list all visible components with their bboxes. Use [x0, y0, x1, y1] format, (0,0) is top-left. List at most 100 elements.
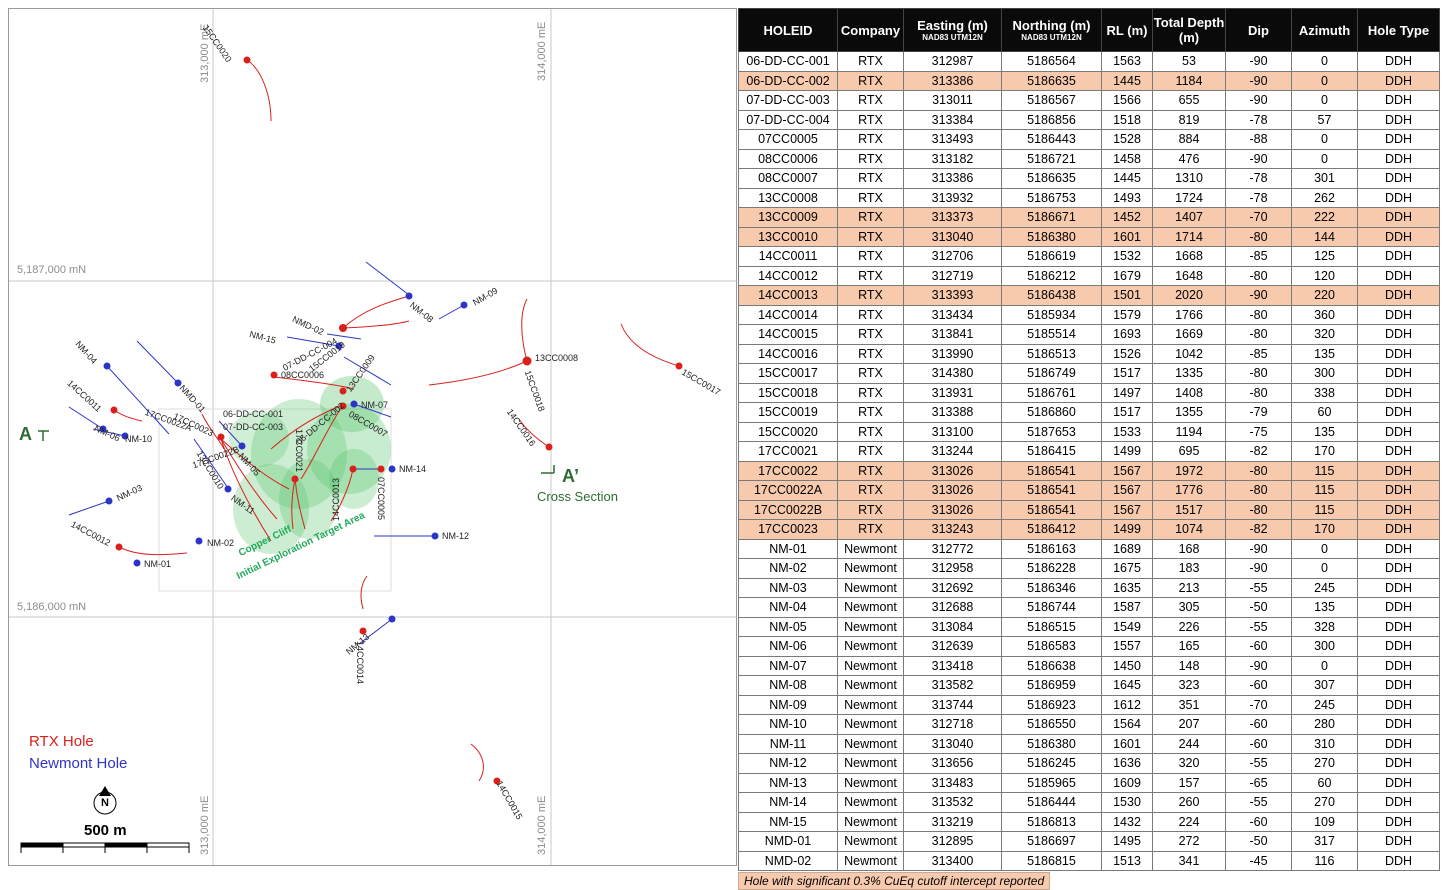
table-cell: 313100 [903, 421, 1002, 442]
table-cell: 1493 [1101, 187, 1153, 208]
table-cell: 115 [1291, 460, 1358, 481]
table-cell: -55 [1225, 753, 1292, 774]
table-cell: 312719 [903, 265, 1002, 286]
table-row: NM-02 Newmont 312958 5186228 1675 183 -90 0 DDH [738, 558, 1440, 579]
table-cell: 109 [1291, 811, 1358, 832]
table-cell: Newmont [837, 772, 904, 793]
table-cell: 5186564 [1001, 51, 1102, 72]
table-row: 15CC0019 RTX 313388 5186860 1517 1355 -79 60 DDH [738, 402, 1440, 423]
table-cell: 884 [1152, 129, 1226, 150]
table-cell: 1310 [1152, 168, 1226, 189]
table-cell: 115 [1291, 480, 1358, 501]
column-header-label: RL (m) [1106, 22, 1148, 38]
table-cell: 313418 [903, 655, 1002, 676]
table-cell: RTX [837, 402, 904, 423]
table-cell: 317 [1291, 831, 1358, 852]
trace-08cc0006 [273, 376, 355, 390]
table-cell: 07-DD-CC-003 [738, 90, 838, 111]
collar-nm-07 [350, 400, 358, 408]
table-cell: Newmont [837, 636, 904, 657]
collar-nm-05 [238, 442, 246, 450]
table-cell: 341 [1152, 850, 1226, 871]
table-cell: DDH [1357, 675, 1440, 696]
table-cell: RTX [837, 363, 904, 384]
inset-frame [158, 408, 392, 592]
table-cell: DDH [1357, 441, 1440, 462]
table-cell: 1587 [1101, 597, 1153, 618]
table-row: NM-06 Newmont 312639 5186583 1557 165 -60 300 DD… [738, 636, 1440, 657]
table-cell: Newmont [837, 831, 904, 852]
table-cell: 14CC0016 [738, 343, 838, 364]
table-cell: 1450 [1101, 655, 1153, 676]
table-cell: Newmont [837, 811, 904, 832]
table-cell: -80 [1225, 499, 1292, 520]
table-cell: RTX [837, 285, 904, 306]
trace-nm-05 [218, 420, 243, 447]
hole-label: 08CC0006 [281, 370, 325, 380]
table-row: NM-13 Newmont 313483 5185965 1609 157 -65 60 DDH [738, 772, 1440, 793]
table-cell: DDH [1357, 70, 1440, 91]
trace-nm-15 [286, 336, 340, 347]
collar-nm-11 [224, 485, 232, 493]
table-cell: 312639 [903, 636, 1002, 657]
grid-label-northing: 5,187,000 mN [17, 264, 87, 276]
table-cell: -90 [1225, 655, 1292, 676]
table-row: NM-05 Newmont 313084 5186515 1549 226 -55 328 DD… [738, 616, 1440, 637]
table-cell: 313243 [903, 519, 1002, 540]
column-header-label: Hole Type [1367, 22, 1430, 38]
table-cell: 300 [1291, 363, 1358, 384]
table-cell: 312688 [903, 597, 1002, 618]
collar-nm-08 [405, 292, 413, 300]
trace-nm-09 [438, 304, 465, 320]
table-cell: Newmont [837, 675, 904, 696]
drillhole-table-panel: HOLEID Company Easting (m) NAD83 UTM12N Nort… [738, 8, 1440, 890]
column-header: Azimuth [1291, 8, 1358, 52]
table-cell: 13CC0010 [738, 226, 838, 247]
table-cell: 313011 [903, 90, 1002, 111]
column-header: Dip [1225, 8, 1292, 52]
trace-nmd02-rtx [342, 295, 410, 329]
table-cell: DDH [1357, 363, 1440, 384]
table-cell: 1557 [1101, 636, 1153, 657]
table-cell: DDH [1357, 714, 1440, 735]
table-cell: DDH [1357, 187, 1440, 208]
table-cell: -50 [1225, 831, 1292, 852]
table-cell: 5186761 [1001, 382, 1102, 403]
section-line-markers [38, 430, 555, 474]
table-row: 08CC0006 RTX 313182 5186721 1458 476 -90 0 DDH [738, 148, 1440, 169]
table-cell: 135 [1291, 597, 1358, 618]
table-cell: -85 [1225, 246, 1292, 267]
table-cell: 1714 [1152, 226, 1226, 247]
table-cell: 1766 [1152, 304, 1226, 325]
table-cell: 5186412 [1001, 519, 1102, 540]
table-row: 13CC0009 RTX 313373 5186671 1452 1407 -70 222 DD… [738, 207, 1440, 228]
table-cell: NM-11 [738, 733, 838, 754]
table-cell: 260 [1152, 792, 1226, 813]
table-cell: -78 [1225, 168, 1292, 189]
table-cell: 144 [1291, 226, 1358, 247]
drillhole-table: HOLEID Company Easting (m) NAD83 UTM12N Nort… [738, 8, 1440, 871]
trace-nm-07 [353, 403, 392, 418]
table-cell: -80 [1225, 304, 1292, 325]
trace-14cc0015 [470, 743, 484, 782]
table-cell: RTX [837, 265, 904, 286]
table-cell: 1452 [1101, 207, 1153, 228]
trace-17cc0021 [294, 478, 306, 530]
table-cell: 0 [1291, 148, 1358, 169]
table-cell: 14CC0013 [738, 285, 838, 306]
table-cell: -90 [1225, 148, 1292, 169]
table-cell: 5186638 [1001, 655, 1102, 676]
table-cell: 0 [1291, 51, 1358, 72]
trace-17cc0022b [220, 438, 290, 490]
table-cell: 313384 [903, 109, 1002, 130]
table-cell: 312958 [903, 558, 1002, 579]
table-cell: RTX [837, 70, 904, 91]
table-cell: 5186671 [1001, 207, 1102, 228]
table-cell: DDH [1357, 421, 1440, 442]
table-cell: 1724 [1152, 187, 1226, 208]
table-cell: RTX [837, 207, 904, 228]
table-cell: DDH [1357, 480, 1440, 501]
table-cell: 5186635 [1001, 70, 1102, 91]
table-row: NM-14 Newmont 313532 5186444 1530 260 -55 270 DD… [738, 792, 1440, 813]
trace-17cc0022 [220, 438, 272, 542]
